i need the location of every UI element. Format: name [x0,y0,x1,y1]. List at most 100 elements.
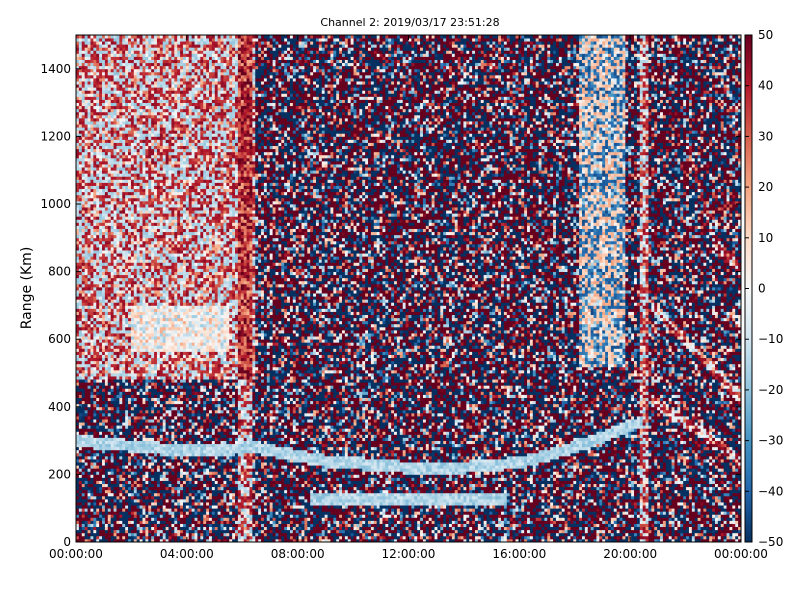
heatmap-cell [128,154,132,159]
heatmap-cell [84,188,88,193]
heatmap-cell [151,176,155,180]
heatmap-cell [125,213,129,217]
heatmap-cell [104,234,109,239]
heatmap-cell [93,299,97,303]
heatmap-cell [113,523,117,528]
heatmap-cell [151,317,155,322]
heatmap-cell [93,124,97,128]
heatmap-cell [130,173,135,177]
heatmap-cell [151,354,155,359]
heatmap-cell [78,480,83,485]
heatmap-cell [84,323,88,328]
heatmap-cell [136,164,141,168]
heatmap-cell [139,81,143,85]
heatmap-cell [145,271,149,276]
heatmap-cell [102,373,106,377]
heatmap-cell [142,247,146,251]
heatmap-cell [99,280,103,285]
heatmap-cell [93,250,97,254]
heatmap-cell [99,391,103,395]
heatmap-cell [130,342,135,346]
heatmap-cell [139,339,143,343]
heatmap-cell [119,38,123,42]
heatmap-cell [104,400,109,405]
heatmap-cell [76,412,80,417]
heatmap-cell [156,154,161,159]
heatmap-cell [87,483,91,488]
heatmap-cell [104,59,109,64]
heatmap-cell [159,382,164,386]
heatmap-cell [159,459,164,463]
heatmap-cell [162,502,167,506]
heatmap-cell [76,535,80,540]
heatmap-cell [102,200,106,205]
heatmap-cell [156,314,161,319]
heatmap-cell [99,320,103,325]
heatmap-cell [133,259,138,263]
heatmap-cell [162,446,167,451]
heatmap-cell [148,160,152,165]
heatmap-cell [145,99,149,103]
heatmap-cell [84,271,88,276]
heatmap-cell [133,160,138,165]
heatmap-cell [122,124,126,128]
heatmap-cell [145,409,149,414]
heatmap-cell [130,280,135,285]
heatmap-cell [136,422,141,426]
heatmap-cell [122,108,126,113]
heatmap-cell [116,296,120,300]
heatmap-cell [136,385,141,389]
heatmap-cell [145,505,149,509]
heatmap-cell [99,329,103,334]
heatmap-cell [139,237,143,242]
heatmap-cell [87,333,91,337]
heatmap-cell [113,455,117,460]
heatmap-cell [154,41,158,45]
heatmap-cell [84,351,88,355]
heatmap-cell [154,283,158,288]
heatmap-cell [113,265,117,269]
heatmap-cell [133,391,138,395]
heatmap-cell [122,280,126,285]
heatmap-cell [148,210,152,214]
heatmap-cell [116,56,120,60]
heatmap-cell [87,188,91,193]
heatmap-cell [107,455,112,460]
heatmap-cell [130,489,135,494]
heatmap-cell [128,139,132,143]
heatmap-cell [81,56,86,60]
heatmap-cell [133,311,138,316]
heatmap-cell [125,366,129,371]
heatmap-cell [113,173,117,177]
heatmap-cell [84,185,88,190]
heatmap-cell [128,333,132,337]
heatmap-cell [130,216,135,220]
heatmap-cell [139,535,143,540]
heatmap-cell [113,406,117,411]
heatmap-cell [110,314,114,319]
heatmap-cell [110,194,114,199]
heatmap-cell [128,296,132,300]
heatmap-cell [133,366,138,371]
heatmap-cell [107,483,112,488]
heatmap-cell [136,207,141,211]
heatmap-cell [84,243,88,248]
heatmap-cell [151,253,155,257]
heatmap-cell [125,403,129,408]
heatmap-cell [151,50,155,54]
heatmap-cell [156,326,161,331]
heatmap-cell [90,443,94,448]
heatmap-cell [99,388,103,392]
heatmap-cell [78,268,83,272]
heatmap-cell [136,277,141,282]
heatmap-cell [93,68,97,73]
heatmap-cell [102,314,106,319]
heatmap-cell [125,265,129,269]
heatmap-cell [159,234,164,239]
heatmap-cell [145,219,149,223]
heatmap-cell [145,130,149,134]
heatmap-cell [128,59,132,64]
heatmap-cell [159,121,164,125]
heatmap-cell [76,317,80,322]
heatmap-cell [81,308,86,312]
